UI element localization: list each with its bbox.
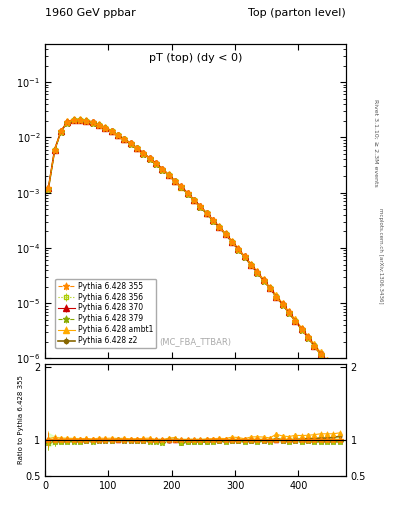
Text: mcplots.cern.ch [arXiv:1306.3436]: mcplots.cern.ch [arXiv:1306.3436] — [378, 208, 383, 304]
Y-axis label: Ratio to Pythia 6.428 355: Ratio to Pythia 6.428 355 — [18, 375, 24, 464]
Text: Top (parton level): Top (parton level) — [248, 8, 346, 18]
Text: Rivet 3.1.10; ≥ 2.3M events: Rivet 3.1.10; ≥ 2.3M events — [373, 99, 378, 187]
Text: 1960 GeV ppbar: 1960 GeV ppbar — [45, 8, 136, 18]
Text: (MC_FBA_TTBAR): (MC_FBA_TTBAR) — [160, 337, 231, 346]
Text: pT (top) (dy < 0): pT (top) (dy < 0) — [149, 53, 242, 63]
Legend: Pythia 6.428 355, Pythia 6.428 356, Pythia 6.428 370, Pythia 6.428 379, Pythia 6: Pythia 6.428 355, Pythia 6.428 356, Pyth… — [55, 279, 156, 348]
